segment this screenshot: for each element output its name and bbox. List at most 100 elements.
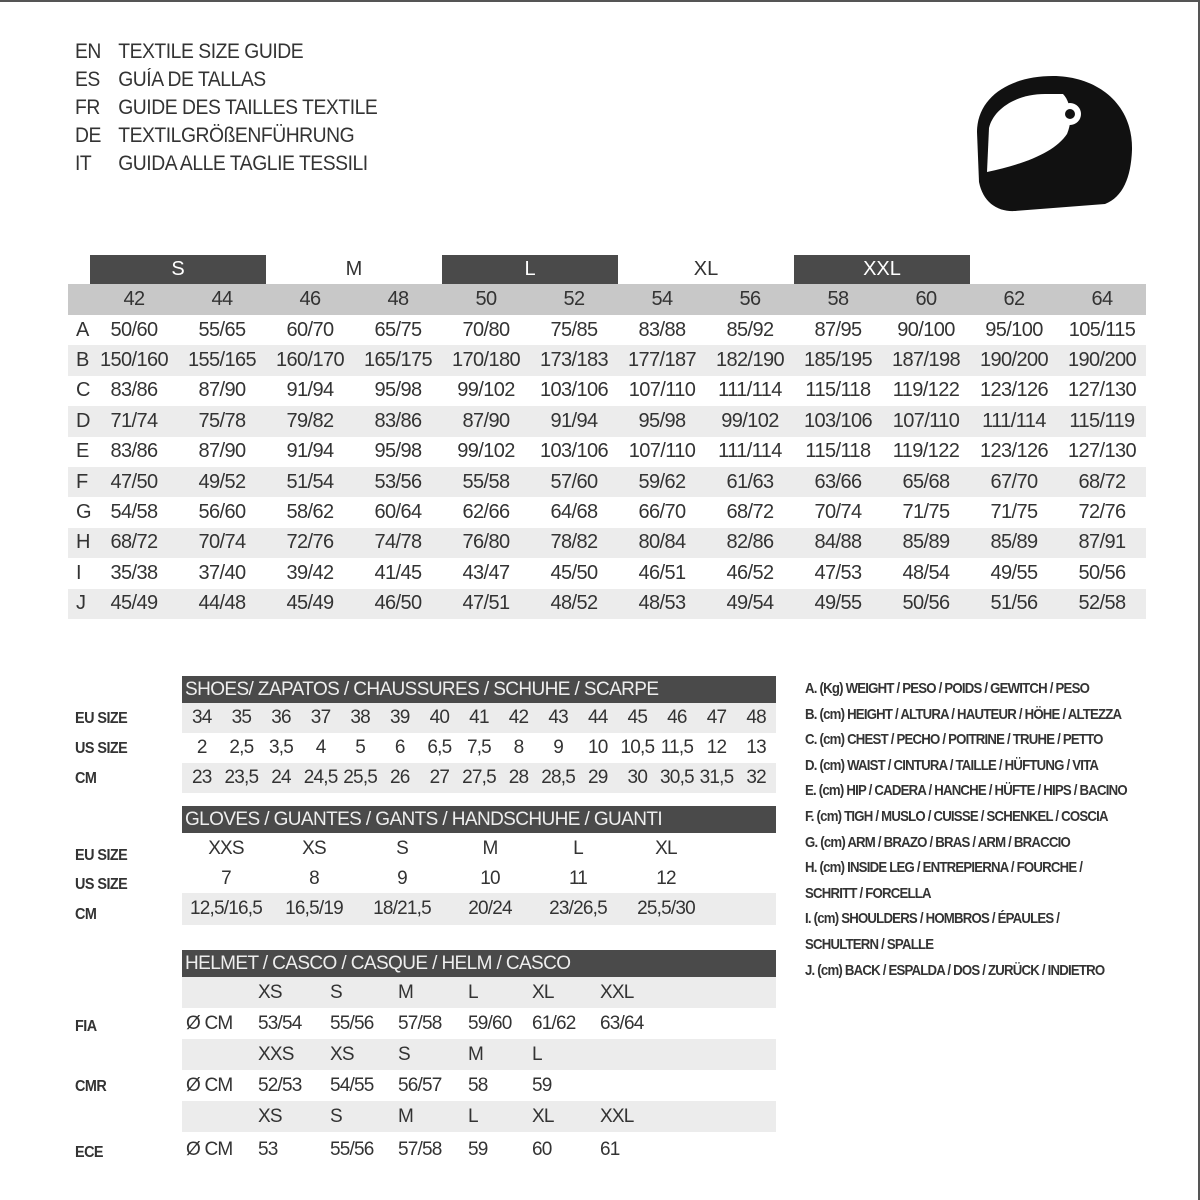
row-label: C — [76, 379, 90, 402]
cell: 2,5 — [229, 737, 254, 758]
cell: 187/198 — [891, 349, 961, 372]
size-band: M — [345, 258, 363, 280]
cell: 12,5/16,5 — [189, 898, 263, 919]
cell: 50/56 — [1078, 561, 1126, 584]
cell: Ø CM — [186, 1074, 233, 1096]
title-line: FR GUIDE DES TAILLES TEXTILE — [75, 96, 378, 124]
title-line: ES GUÍA DE TALLAS — [75, 68, 377, 96]
cell: 8 — [513, 737, 525, 758]
cell: 68/72 — [726, 501, 774, 524]
cell: 119/122 — [892, 379, 960, 402]
cell: 87/95 — [814, 318, 862, 341]
cell: XS — [330, 1043, 355, 1065]
cell: 182/190 — [715, 349, 785, 372]
cell: 5 — [355, 737, 366, 758]
legend-line: J. (cm) BACK / ESPALDA / DOS / ZURÜCK / … — [805, 961, 1105, 979]
cell: 12 — [656, 868, 676, 889]
row-label: H — [76, 531, 90, 554]
cell: 49/54 — [726, 592, 774, 615]
cell: 61 — [600, 1139, 620, 1160]
cell: 53 — [258, 1139, 278, 1160]
size-number: 64 — [1091, 288, 1113, 310]
cell: 95/98 — [374, 379, 422, 402]
cell: 71/75 — [902, 501, 950, 524]
helmet-title: HELMET / CASCO / CASQUE / HELM / CASCO — [182, 950, 776, 977]
cell: 25,5/30 — [637, 898, 696, 919]
cell: 55/56 — [330, 1139, 374, 1160]
cell: XS — [258, 981, 283, 1003]
cell: 11,5 — [660, 737, 694, 758]
cell: 190/200 — [979, 349, 1049, 372]
cell: 185/195 — [803, 349, 873, 372]
cell: 10 — [480, 868, 500, 889]
cell: 111/114 — [982, 409, 1046, 432]
cell: 43/47 — [462, 561, 510, 584]
shoe-row: 2 2,5 3,5 4 5 6 6,5 7,5 8 9 10 10,5 11,5 12 13 — [182, 733, 776, 763]
cell: 107/110 — [892, 409, 960, 432]
cell: 6,5 — [427, 737, 452, 758]
cell: 119/122 — [892, 440, 960, 463]
cell: 7,5 — [466, 737, 492, 758]
cell: 60/64 — [374, 501, 422, 524]
helmet-standard-label: ECE — [75, 1144, 104, 1161]
cell: 57/58 — [398, 1139, 442, 1160]
cell: 103/106 — [539, 379, 609, 402]
helmet-section: HELMET / CASCO / CASQUE / HELM / CASCO X… — [182, 950, 776, 1168]
cell: 56/60 — [198, 501, 246, 524]
cell: 107/110 — [628, 440, 696, 463]
cell: 34 — [192, 707, 212, 728]
cell: 58 — [468, 1074, 488, 1096]
cell: 85/89 — [902, 531, 950, 554]
cell: 95/98 — [638, 409, 686, 432]
cell: 87/90 — [462, 409, 510, 432]
table-row: C 83/86 87/90 91/94 95/98 99/102 103/106 107/11… — [68, 376, 1146, 406]
cell: 55/65 — [198, 318, 246, 341]
cell: 57/58 — [398, 1012, 442, 1034]
cell: 53/54 — [258, 1012, 302, 1034]
cell: 70/80 — [462, 318, 510, 341]
title-text: GUIDE DES TAILLES TEXTILE — [118, 96, 378, 119]
cell: L — [573, 838, 584, 859]
helmet-row: Ø CM 53/54 55/56 57/58 59/60 61/62 63/64 — [182, 1008, 776, 1039]
legend-line: G. (cm) ARM / BRAZO / BRAS / ARM / BRACC… — [805, 833, 1071, 851]
cell: 24 — [271, 767, 291, 788]
size-bands: S M L XL XXL — [90, 255, 1146, 284]
cell: 18/21,5 — [373, 898, 432, 919]
cell: 75/85 — [550, 318, 598, 341]
cell: 99/102 — [457, 440, 515, 463]
table-row: D 71/74 75/78 79/82 83/86 87/90 91/94 95/98 99/1… — [68, 406, 1146, 437]
size-number: 44 — [211, 288, 233, 310]
cell: 48/53 — [638, 592, 686, 615]
cell: 36 — [271, 707, 291, 728]
cell: 67/70 — [990, 470, 1038, 493]
cell: 23/26,5 — [549, 898, 608, 919]
cell: 115/118 — [805, 379, 871, 402]
helmet-standard-label: CMR — [75, 1078, 107, 1095]
title-text: TEXTILE SIZE GUIDE — [118, 40, 304, 63]
size-header-row: 42 44 46 48 50 52 54 56 58 60 62 64 — [68, 284, 1146, 315]
cell: 72/76 — [1078, 501, 1126, 524]
shoes-row-label: EU SIZE — [75, 710, 128, 727]
size-band: XXL — [794, 255, 970, 284]
cell: 160/170 — [275, 349, 345, 372]
cell: 115/119 — [1069, 409, 1135, 432]
cell: 63/64 — [600, 1012, 644, 1034]
helmet-standard-label: FIA — [75, 1018, 97, 1035]
cell: 66/70 — [638, 501, 686, 524]
cell: 49/55 — [814, 592, 862, 615]
title-text: TEXTILGRÖßENFÜHRUNG — [118, 124, 355, 147]
size-number: 60 — [915, 288, 937, 310]
row-label: J — [76, 592, 86, 615]
cell: 60/70 — [286, 318, 334, 341]
size-number: 54 — [651, 288, 673, 310]
shoes-row-label: CM — [75, 770, 97, 787]
cell: 170/180 — [451, 349, 521, 372]
gloves-row-label: EU SIZE — [75, 847, 128, 864]
language-code: IT — [75, 152, 92, 175]
legend-line: H. (cm) INSIDE LEG / ENTREPIERNA / FOURC… — [805, 859, 1083, 877]
cell: M — [398, 981, 414, 1003]
helmet-row: XXS XS S M L — [182, 1039, 776, 1070]
cell: 31,5 — [699, 767, 735, 788]
table-row: G 54/58 56/60 58/62 60/64 62/66 64/68 66/70 68/7… — [68, 497, 1146, 527]
cell: 6 — [394, 737, 406, 758]
